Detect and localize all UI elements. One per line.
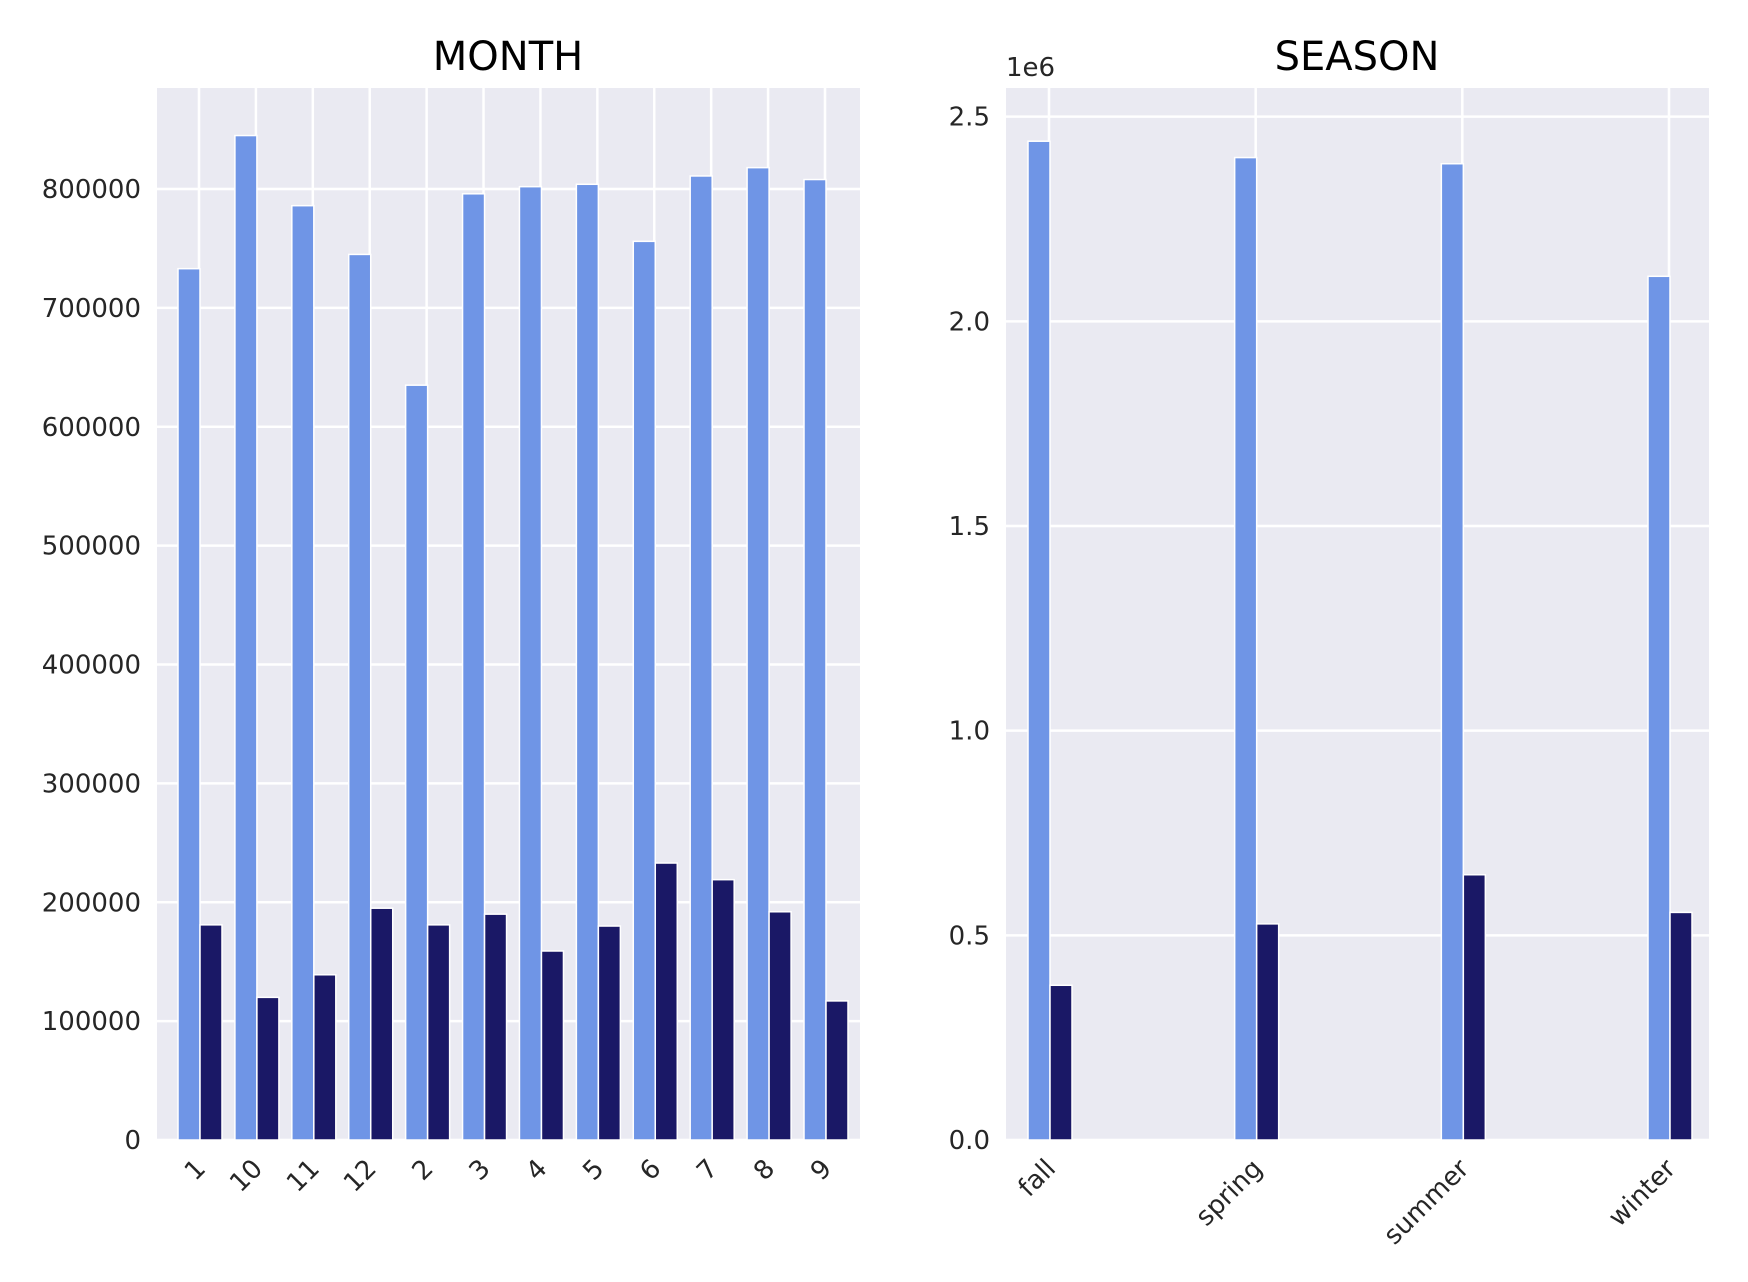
month-bar-1-series-2 [199,924,223,1141]
month-y-tick-label: 700000 [42,294,141,324]
season-y-tick-label: 0.0 [949,1126,990,1156]
month-bar-6-series-1 [632,240,657,1141]
month-bar-11-series-2 [313,974,337,1141]
season-y-axis: 0.0 0.5 1.0 1.5 2.0 2.5 [949,103,990,1156]
month-y-tick-label: 200000 [42,888,141,918]
month-x-tick-label: 10 [224,1154,269,1199]
month-bar-10-series-1 [234,134,258,1141]
month-y-tick-label: 400000 [42,651,141,681]
month-bar-6-series-2 [654,862,679,1141]
month-plot-area [157,88,860,1140]
month-y-axis: 0 100000 200000 300000 400000 500000 600000 700… [42,175,141,1156]
season-plot-area [1006,88,1709,1140]
month-bar-8-series-1 [746,166,770,1141]
month-bar-9-series-2 [825,1000,849,1141]
season-bars [1027,140,1693,1141]
season-chart: 0.0 0.5 1.0 1.5 2.0 2.5 fall spring summer winte… [949,34,1709,1251]
season-bar-winter-series-1 [1647,275,1671,1141]
season-x-tick-label: spring [1190,1154,1268,1232]
month-x-tick-label: 7 [691,1154,724,1187]
season-y-tick-label: 1.5 [949,512,990,542]
season-chart-title: SEASON [1275,34,1440,80]
season-y-tick-label: 2.5 [949,103,990,133]
month-bar-5-series-2 [597,925,622,1141]
month-y-tick-label: 500000 [42,532,141,562]
month-bar-1-series-1 [177,267,201,1141]
month-bar-2-series-1 [404,384,429,1141]
month-bar-4-series-1 [518,185,543,1141]
month-bar-7-series-2 [711,878,735,1141]
month-x-tick-label: 8 [748,1154,781,1187]
month-bars [177,134,849,1141]
season-x-tick-label: winter [1603,1154,1682,1233]
month-bar-5-series-1 [575,183,600,1141]
month-chart: 0 100000 200000 300000 400000 500000 600000 700… [42,34,860,1198]
month-x-axis: 1 10 11 12 2 3 4 5 6 7 8 9 [179,1154,838,1199]
month-y-tick-label: 800000 [42,175,141,205]
month-x-tick-label: 3 [464,1154,497,1187]
month-bar-8-series-2 [768,911,792,1141]
month-y-tick-label: 100000 [42,1007,141,1037]
month-x-tick-label: 12 [338,1154,383,1199]
month-y-tick-label: 600000 [42,413,141,443]
month-x-tick-label: 5 [577,1154,610,1187]
season-bar-fall-series-1 [1027,140,1051,1141]
season-y-tick-label: 0.5 [949,921,990,951]
season-y-offset-text: 1e6 [1006,53,1055,83]
month-x-tick-label: 9 [805,1154,838,1187]
month-bar-10-series-2 [256,996,280,1141]
season-x-axis: fall spring summer winter [1013,1154,1682,1251]
month-bar-12-series-2 [369,907,394,1141]
month-y-tick-label: 300000 [42,769,141,799]
season-bar-spring-series-2 [1255,923,1280,1141]
month-bar-3-series-1 [461,193,486,1141]
month-bar-7-series-1 [689,175,713,1141]
month-chart-title: MONTH [433,34,583,80]
season-x-tick-label: fall [1013,1154,1062,1203]
month-x-tick-label: 2 [407,1154,440,1187]
season-y-tick-label: 1.0 [949,717,990,747]
season-y-tick-label: 2.0 [949,307,990,337]
month-bar-3-series-2 [483,913,508,1141]
season-bar-spring-series-1 [1233,156,1258,1141]
season-x-tick-label: summer [1378,1154,1475,1251]
month-x-tick-label: 4 [520,1154,553,1187]
season-bar-summer-series-2 [1462,873,1487,1141]
month-bar-4-series-2 [540,950,565,1141]
season-bar-winter-series-2 [1669,911,1693,1141]
month-x-tick-label: 11 [281,1154,326,1199]
month-x-tick-label: 6 [634,1154,667,1187]
month-bar-2-series-2 [426,924,451,1141]
month-bar-9-series-1 [803,178,827,1141]
season-bar-summer-series-1 [1440,162,1465,1141]
month-bar-12-series-1 [347,253,372,1141]
month-y-tick-label: 0 [124,1126,141,1156]
season-bar-fall-series-2 [1049,984,1073,1141]
month-x-tick-label: 1 [179,1154,212,1187]
month-bar-11-series-1 [291,204,315,1141]
